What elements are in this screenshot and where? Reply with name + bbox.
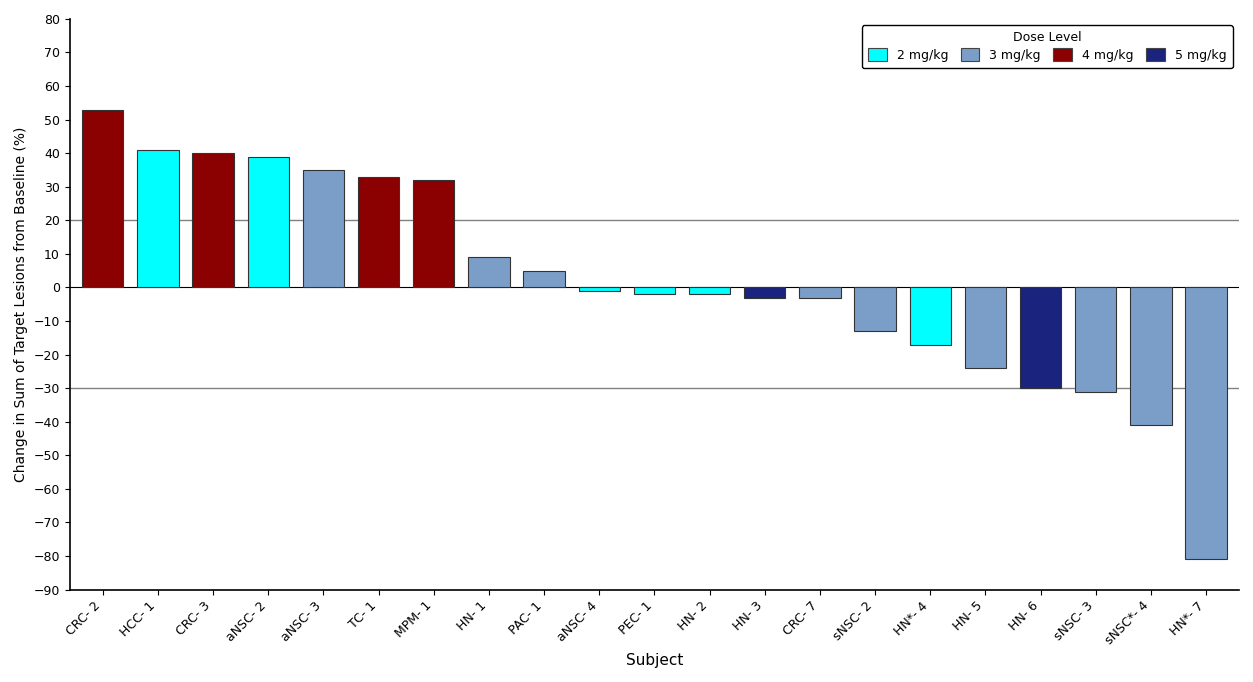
Bar xyxy=(138,150,179,287)
Bar xyxy=(469,257,510,287)
Legend: 2 mg/kg, 3 mg/kg, 4 mg/kg, 5 mg/kg: 2 mg/kg, 3 mg/kg, 4 mg/kg, 5 mg/kg xyxy=(862,25,1233,68)
Bar xyxy=(248,157,289,287)
Bar xyxy=(1130,287,1172,425)
Bar xyxy=(689,287,730,294)
Bar xyxy=(413,180,455,287)
Bar xyxy=(579,287,620,291)
Bar xyxy=(1075,287,1116,391)
Bar xyxy=(193,153,234,287)
Bar xyxy=(965,287,1006,368)
Bar xyxy=(524,271,565,287)
Bar xyxy=(634,287,675,294)
Y-axis label: Change in Sum of Target Lesions from Baseline (%): Change in Sum of Target Lesions from Bas… xyxy=(14,127,28,482)
Bar xyxy=(83,110,124,287)
Bar xyxy=(1020,287,1061,388)
Bar xyxy=(910,287,951,344)
Bar xyxy=(358,177,400,287)
Bar xyxy=(799,287,841,297)
Bar xyxy=(303,170,345,287)
Bar xyxy=(855,287,896,331)
X-axis label: Subject: Subject xyxy=(625,653,683,668)
Bar xyxy=(744,287,786,297)
Bar xyxy=(1185,287,1227,559)
